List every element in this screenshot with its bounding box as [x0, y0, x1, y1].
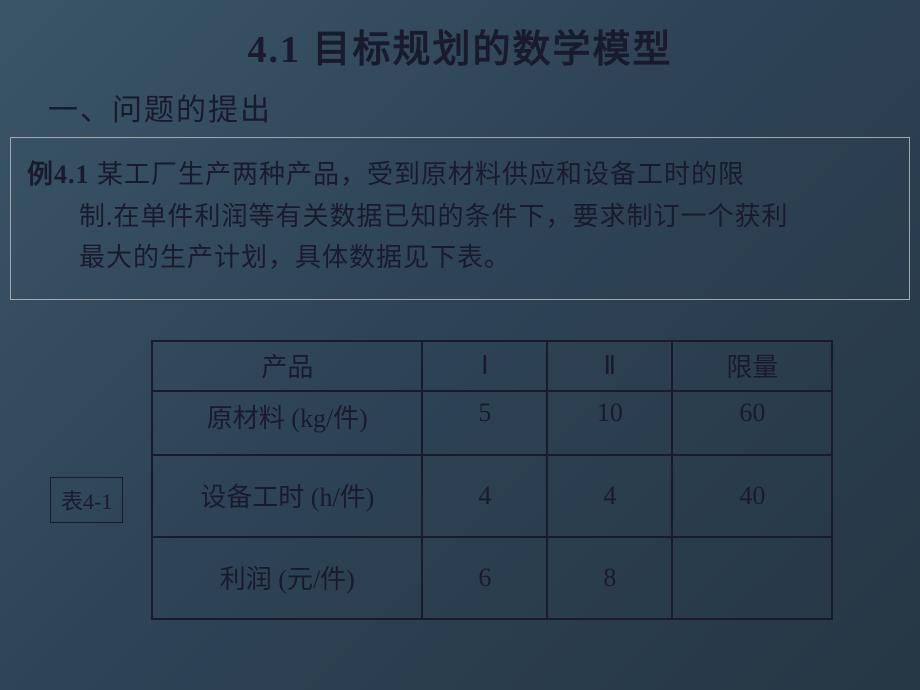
example-prefix: 例4.1 [27, 160, 90, 189]
cell-row1-label: 原材料 (kg/件) [152, 391, 422, 455]
th-col-2: Ⅱ [547, 341, 672, 391]
data-table: 产品 Ⅰ Ⅱ 限量 原材料 (kg/件) 5 10 60 设备工时 (h/件) … [151, 340, 833, 620]
cell-row1-c2: 10 [547, 391, 672, 455]
slide-title: 4.1 目标规划的数学模型 [0, 0, 920, 85]
th-product: 产品 [152, 341, 422, 391]
th-col-1: Ⅰ [422, 341, 547, 391]
cell-row2-c1: 4 [422, 455, 547, 537]
th-limit: 限量 [672, 341, 832, 391]
table-header-row: 产品 Ⅰ Ⅱ 限量 [152, 341, 832, 391]
table-area: 表4-1 产品 Ⅰ Ⅱ 限量 原材料 (kg/件) 5 10 60 设备工时 (… [0, 340, 920, 620]
cell-row1-limit: 60 [672, 391, 832, 455]
example-line-1: 某工厂生产两种产品，受到原材料供应和设备工时的限 [90, 160, 746, 189]
cell-row2-label: 设备工时 (h/件) [152, 455, 422, 537]
cell-row1-c1: 5 [422, 391, 547, 455]
table-label: 表4-1 [50, 477, 123, 523]
table-row: 设备工时 (h/件) 4 4 40 [152, 455, 832, 537]
cell-row3-c1: 6 [422, 537, 547, 619]
table-row: 利润 (元/件) 6 8 [152, 537, 832, 619]
cell-row3-c2: 8 [547, 537, 672, 619]
example-box: 例4.1 某工厂生产两种产品，受到原材料供应和设备工时的限 制.在单件利润等有关… [10, 137, 910, 300]
example-line-3: 最大的生产计划，具体数据见下表。 [27, 237, 885, 279]
table-row: 原材料 (kg/件) 5 10 60 [152, 391, 832, 455]
cell-row3-label: 利润 (元/件) [152, 537, 422, 619]
example-text: 例4.1 某工厂生产两种产品，受到原材料供应和设备工时的限 制.在单件利润等有关… [27, 154, 885, 279]
section-subtitle: 一、问题的提出 [0, 85, 920, 137]
cell-row2-limit: 40 [672, 455, 832, 537]
cell-row3-limit [672, 537, 832, 619]
example-line-2: 制.在单件利润等有关数据已知的条件下，要求制订一个获利 [27, 196, 885, 238]
cell-row2-c2: 4 [547, 455, 672, 537]
